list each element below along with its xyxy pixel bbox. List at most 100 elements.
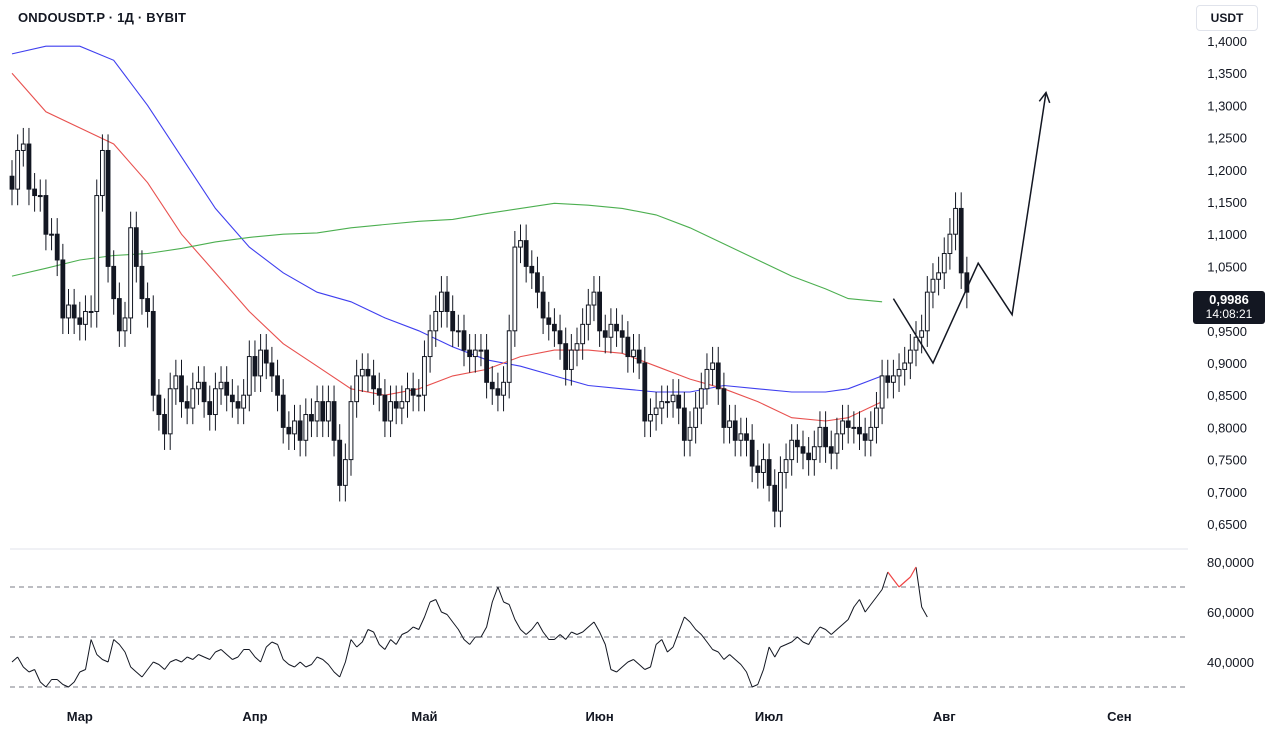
candle[interactable] xyxy=(891,359,896,399)
candle[interactable] xyxy=(936,256,942,296)
candle[interactable] xyxy=(619,314,625,354)
candle[interactable] xyxy=(738,417,744,457)
candle[interactable] xyxy=(506,314,512,399)
candle[interactable] xyxy=(749,424,755,483)
candle[interactable] xyxy=(94,179,100,328)
candle[interactable] xyxy=(840,404,845,450)
candle[interactable] xyxy=(303,398,309,457)
candle[interactable] xyxy=(817,411,823,463)
candle[interactable] xyxy=(834,417,840,470)
candle[interactable] xyxy=(642,346,648,438)
rsi-pane[interactable] xyxy=(10,566,1188,688)
candle[interactable] xyxy=(43,179,49,251)
candle[interactable] xyxy=(529,250,535,289)
candle[interactable] xyxy=(953,192,958,251)
candle[interactable] xyxy=(71,288,77,335)
candle[interactable] xyxy=(794,424,800,463)
candle[interactable] xyxy=(693,391,699,444)
candle[interactable] xyxy=(213,372,218,431)
candle[interactable] xyxy=(501,366,506,412)
candle[interactable] xyxy=(416,379,422,412)
candle[interactable] xyxy=(359,353,365,392)
candle[interactable] xyxy=(77,301,83,341)
candle[interactable] xyxy=(602,314,608,354)
candle[interactable] xyxy=(156,379,162,431)
candle[interactable] xyxy=(122,301,128,347)
candle[interactable] xyxy=(523,224,529,283)
candle[interactable] xyxy=(190,372,196,425)
candle[interactable] xyxy=(269,346,275,392)
main-pane[interactable] xyxy=(9,45,1051,528)
candle[interactable] xyxy=(896,353,902,392)
candle[interactable] xyxy=(162,398,167,450)
candle[interactable] xyxy=(252,340,258,392)
candle[interactable] xyxy=(862,417,868,457)
candle[interactable] xyxy=(704,353,710,405)
candle[interactable] xyxy=(772,469,778,528)
candle[interactable] xyxy=(535,256,540,309)
candle[interactable] xyxy=(292,404,297,450)
candle[interactable] xyxy=(105,134,111,283)
candle[interactable] xyxy=(744,417,749,457)
candle[interactable] xyxy=(721,372,727,444)
candle[interactable] xyxy=(478,334,484,367)
candle[interactable] xyxy=(947,218,953,270)
candle[interactable] xyxy=(783,443,789,489)
candle[interactable] xyxy=(207,385,213,431)
candle[interactable] xyxy=(196,366,201,405)
candle[interactable] xyxy=(540,276,546,335)
candle[interactable] xyxy=(766,443,772,502)
candle[interactable] xyxy=(326,385,331,438)
candle[interactable] xyxy=(32,173,38,212)
candle[interactable] xyxy=(450,295,456,347)
candle[interactable] xyxy=(455,314,461,347)
candle[interactable] xyxy=(229,379,235,418)
candle[interactable] xyxy=(851,411,857,444)
candle[interactable] xyxy=(422,340,427,412)
price-axis[interactable]: 1,4000 1,3500 1,3000 1,2500 1,2000 1,1500 1,10… xyxy=(1207,34,1247,532)
candle[interactable] xyxy=(427,314,433,373)
candle[interactable] xyxy=(659,385,665,425)
candle[interactable] xyxy=(924,276,930,347)
candle[interactable] xyxy=(399,385,405,425)
candle[interactable] xyxy=(636,334,642,380)
candle[interactable] xyxy=(913,321,919,367)
candle[interactable] xyxy=(410,372,416,412)
candle[interactable] xyxy=(241,379,247,425)
candle[interactable] xyxy=(585,288,591,341)
candle[interactable] xyxy=(218,366,224,405)
candle[interactable] xyxy=(88,295,94,328)
candle[interactable] xyxy=(755,449,761,489)
candle[interactable] xyxy=(845,404,851,444)
candle[interactable] xyxy=(309,398,314,438)
candle[interactable] xyxy=(518,224,523,264)
candle[interactable] xyxy=(552,308,557,347)
candle[interactable] xyxy=(320,385,326,438)
candle[interactable] xyxy=(715,346,721,405)
candle[interactable] xyxy=(331,385,337,457)
candle[interactable] xyxy=(568,334,574,386)
candle[interactable] xyxy=(382,379,388,438)
candle[interactable] xyxy=(670,379,676,418)
candle[interactable] xyxy=(489,366,495,405)
candle[interactable] xyxy=(354,359,360,418)
candle[interactable] xyxy=(580,308,586,360)
candle[interactable] xyxy=(676,379,682,425)
candle[interactable] xyxy=(919,314,925,354)
candle[interactable] xyxy=(26,127,32,206)
candle[interactable] xyxy=(9,160,15,206)
candle[interactable] xyxy=(348,385,354,476)
time-axis[interactable]: Мар Апр Май Июн Июл Авг Сен xyxy=(67,709,1132,724)
candle[interactable] xyxy=(806,437,812,476)
candle[interactable] xyxy=(60,243,66,335)
candle[interactable] xyxy=(337,424,343,502)
candle[interactable] xyxy=(371,359,377,405)
candle[interactable] xyxy=(574,327,580,367)
candle[interactable] xyxy=(941,237,947,289)
candle[interactable] xyxy=(54,218,60,277)
candle[interactable] xyxy=(467,334,473,373)
candle[interactable] xyxy=(405,372,410,418)
candle[interactable] xyxy=(263,334,269,380)
candle[interactable] xyxy=(258,334,264,392)
candle[interactable] xyxy=(608,308,614,354)
